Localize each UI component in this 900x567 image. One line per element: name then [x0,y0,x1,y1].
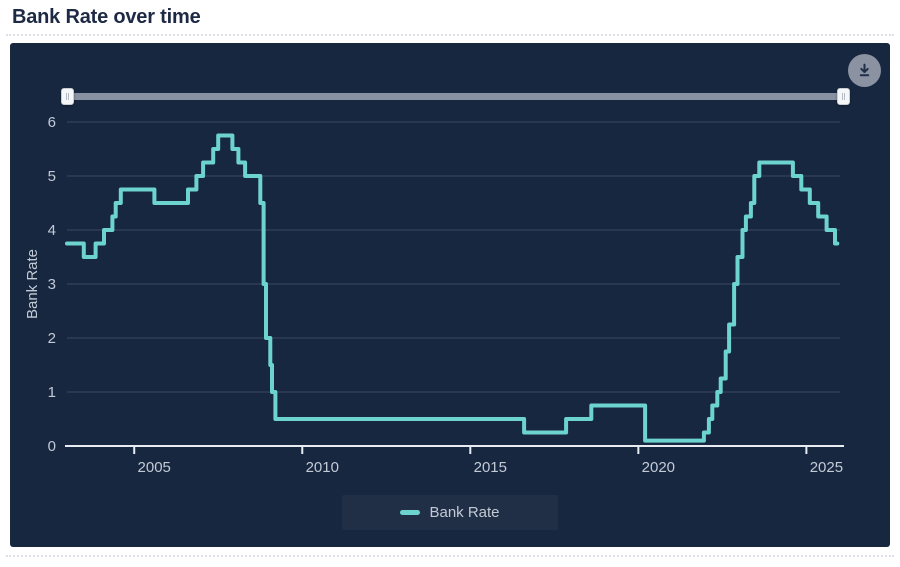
bank-rate-line [65,133,840,443]
y-tick-label-0: 0 [48,438,56,455]
y-tick-label-6: 6 [48,114,56,131]
chart-panel: 0 1 2 3 4 5 6 2005 2010 2015 2020 2025 Bank Rate Ban… [10,43,890,547]
page-title: Bank Rate over time [12,6,201,28]
x-tick-label-2020: 2020 [642,459,675,476]
download-button[interactable] [848,54,881,87]
dotted-guide-top [6,34,894,36]
x-tick-label-2025: 2025 [810,459,843,476]
legend-item-bank-rate[interactable]: Bank Rate [342,495,557,530]
y-tick-label-1: 1 [48,384,56,401]
legend-label: Bank Rate [429,504,500,521]
dotted-guide-bottom [6,555,894,557]
x-tick-label-2010: 2010 [306,459,339,476]
y-tick-label-4: 4 [48,222,56,239]
range-slider-handle-left[interactable] [61,88,74,105]
x-tick-label-2015: 2015 [474,459,507,476]
y-axis-title: Bank Rate [24,249,41,319]
chart-legend: Bank Rate [10,495,890,530]
legend-line-swatch [400,510,421,515]
y-tick-label-3: 3 [48,276,56,293]
range-slider-track[interactable] [67,93,843,100]
range-slider-handle-right[interactable] [837,88,850,105]
x-tick-label-2005: 2005 [138,459,171,476]
y-tick-label-5: 5 [48,168,56,185]
chart-plot-area[interactable]: 0 1 2 3 4 5 6 2005 2010 2015 2020 2025 Bank Rate [10,43,890,547]
y-tick-label-2: 2 [48,330,56,347]
download-icon [859,63,870,77]
